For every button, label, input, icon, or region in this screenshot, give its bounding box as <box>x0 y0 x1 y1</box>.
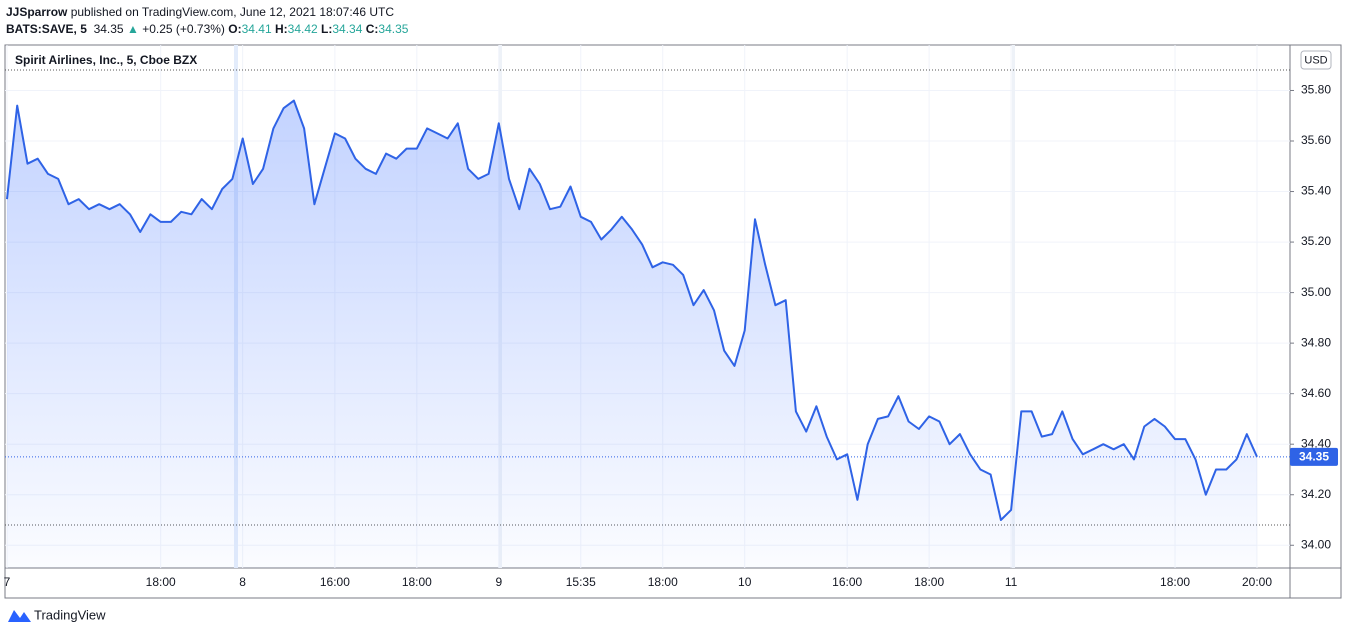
chart-frame <box>4 44 1342 599</box>
x-tick-label: 18:00 <box>648 575 678 589</box>
x-tick-label: 11 <box>1005 575 1018 589</box>
x-tick-label: 7 <box>4 575 11 589</box>
c-label: C: <box>365 22 379 36</box>
brand: TradingView <box>34 607 106 622</box>
publisher: JJSparrow <box>6 5 68 19</box>
l-label: L: <box>321 22 333 36</box>
x-tick-label: 20:00 <box>1242 575 1272 589</box>
last-price-label: 34.35 <box>1299 450 1329 464</box>
low: 34.34 <box>332 22 363 36</box>
area <box>7 100 1257 568</box>
arrow: ▲ <box>126 22 139 36</box>
high: 34.42 <box>287 22 318 36</box>
published: published on TradingView.com, June 12, 2… <box>70 5 395 19</box>
y-tick-label: 34.20 <box>1301 487 1331 501</box>
footer-logo: TradingView <box>8 607 106 622</box>
y-tick-label: 35.20 <box>1301 234 1331 248</box>
publish-line: JJSparrow published on TradingView.com, … <box>6 4 408 21</box>
y-tick-label: 34.40 <box>1301 436 1331 450</box>
close: 34.35 <box>378 22 409 36</box>
currency-box <box>1300 50 1332 70</box>
x-tick-label: 16:00 <box>832 575 862 589</box>
x-tick-label: 10 <box>738 575 752 589</box>
quote-line: BATS:SAVE, 5 34.35 ▲ +0.25 (+0.73%) O:34… <box>6 21 408 38</box>
x-tick-label: 16:00 <box>320 575 350 589</box>
change: +0.25 (+0.73%) <box>142 22 225 36</box>
x-tick-label: 18:00 <box>402 575 432 589</box>
y-tick-label: 35.60 <box>1301 133 1331 147</box>
logo-icon <box>8 610 31 622</box>
symbol: BATS:SAVE, 5 <box>6 22 87 36</box>
x-tick-label: 18:00 <box>914 575 944 589</box>
x-tick-label: 8 <box>239 575 246 589</box>
y-tick-label: 34.60 <box>1301 386 1331 400</box>
session-break <box>1012 45 1015 568</box>
last-price-tag <box>1290 447 1338 466</box>
chart-title: Spirit Airlines, Inc., 5, Cboe BZX <box>15 53 197 67</box>
y-tick-label: 35.40 <box>1301 184 1331 198</box>
header: JJSparrow published on TradingView.com, … <box>6 4 408 38</box>
y-tick-label: 35.80 <box>1301 83 1331 97</box>
x-tick-label: 15:35 <box>566 575 596 589</box>
x-tick-label: 18:00 <box>146 575 176 589</box>
open: 34.41 <box>241 22 272 36</box>
y-tick-label: 34.80 <box>1301 335 1331 349</box>
price: 34.35 <box>93 22 124 36</box>
y-tick-label: 34.00 <box>1301 537 1331 551</box>
currency: USD <box>1304 54 1327 66</box>
h-label: H: <box>274 22 288 36</box>
x-tick-label: 9 <box>495 575 502 589</box>
x-tick-label: 18:00 <box>1160 575 1190 589</box>
o-label: O: <box>228 22 242 36</box>
price-line <box>6 99 1258 521</box>
y-tick-label: 35.00 <box>1301 285 1331 299</box>
